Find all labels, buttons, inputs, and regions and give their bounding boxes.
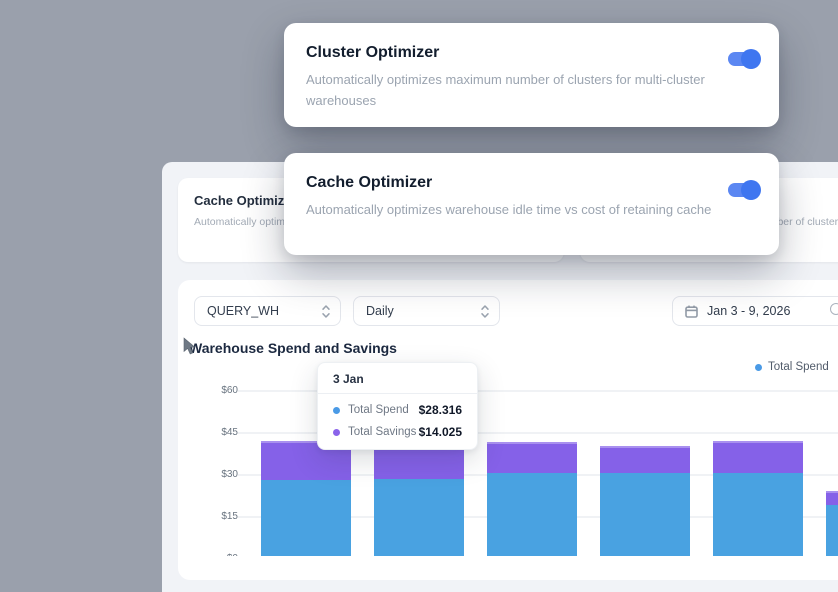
chart-title: Warehouse Spend and Savings bbox=[189, 340, 397, 356]
chart-plot-area: $60 $45 $30 $15 $0 bbox=[198, 385, 838, 556]
tooltip-value: $14.025 bbox=[418, 425, 462, 439]
chevron-up-down-icon bbox=[480, 304, 490, 319]
legend-total-spend[interactable]: Total Spend bbox=[755, 361, 829, 373]
card-description: Automatically optimizes maximum number o… bbox=[306, 72, 705, 108]
cluster-optimizer-toggle[interactable] bbox=[728, 49, 761, 69]
tooltip-value: $28.316 bbox=[418, 403, 462, 417]
bar-segment-savings bbox=[487, 442, 577, 473]
floating-card-cache-optimizer: Cache Optimizer Automatically optimizes … bbox=[284, 153, 779, 255]
gridline bbox=[238, 390, 838, 393]
bar-7-jan[interactable] bbox=[713, 440, 803, 556]
warehouse-select[interactable]: QUERY_WH bbox=[194, 296, 341, 326]
bar-segment-spend bbox=[487, 472, 577, 556]
gridline bbox=[238, 432, 838, 435]
bar-segment-spend bbox=[713, 472, 803, 556]
card-description: Automatically optimizes warehouse idle t… bbox=[306, 202, 712, 217]
bar-segment-savings bbox=[826, 491, 838, 506]
calendar-icon bbox=[685, 305, 698, 318]
clipped-control-icon[interactable] bbox=[830, 303, 838, 315]
bar-segment-savings bbox=[374, 446, 464, 480]
bar-segment-savings bbox=[600, 445, 690, 473]
tooltip-row-savings: Total Savings $14.025 bbox=[333, 425, 462, 439]
spend-dot-icon bbox=[333, 406, 340, 414]
tooltip-row-spend: Total Spend $28.316 bbox=[333, 403, 462, 417]
y-axis-tick-label: $30 bbox=[221, 469, 238, 481]
toggle-knob bbox=[741, 49, 761, 69]
floating-card-cluster-optimizer: Cluster Optimizer Automatically optimize… bbox=[284, 23, 779, 127]
bar-5-jan[interactable] bbox=[487, 442, 577, 556]
mouse-cursor-icon bbox=[183, 337, 196, 360]
toggle-knob bbox=[741, 180, 761, 200]
y-axis-tick-label: $45 bbox=[221, 427, 238, 439]
cache-optimizer-toggle[interactable] bbox=[728, 180, 761, 200]
tooltip-label: Total Spend bbox=[348, 404, 409, 416]
savings-dot-icon bbox=[333, 428, 340, 436]
legend-label: Total Spend bbox=[768, 361, 829, 373]
tooltip-label: Total Savings bbox=[348, 426, 417, 438]
granularity-select-value: Daily bbox=[366, 304, 394, 318]
legend-dot-icon bbox=[755, 363, 762, 371]
card-title: Cache Optimizer bbox=[194, 193, 297, 208]
bar-segment-savings bbox=[713, 440, 803, 473]
tooltip-date: 3 Jan bbox=[318, 363, 477, 394]
bar-segment-spend bbox=[261, 480, 351, 556]
date-range-picker[interactable]: Jan 3 - 9, 2026 bbox=[672, 296, 838, 326]
bar-3-jan[interactable] bbox=[261, 440, 351, 556]
granularity-select[interactable]: Daily bbox=[353, 296, 500, 326]
chevron-up-down-icon bbox=[321, 304, 331, 319]
warehouse-select-value: QUERY_WH bbox=[207, 304, 280, 318]
y-axis-tick-label: $15 bbox=[221, 511, 238, 523]
date-range-value: Jan 3 - 9, 2026 bbox=[707, 304, 791, 318]
y-axis-tick-label: $0 bbox=[198, 553, 238, 556]
bar-4-jan[interactable] bbox=[374, 446, 464, 556]
bar-8-jan[interactable] bbox=[826, 491, 838, 556]
chart-tooltip: 3 Jan Total Spend $28.316 Total Savings … bbox=[317, 362, 478, 450]
card-title: Cache Optimizer bbox=[306, 174, 433, 191]
y-axis-tick-label: $60 bbox=[221, 385, 238, 397]
bar-segment-spend bbox=[600, 472, 690, 556]
bar-segment-spend bbox=[826, 505, 838, 556]
bar-6-jan[interactable] bbox=[600, 445, 690, 556]
bar-segment-spend bbox=[374, 479, 464, 556]
card-title: Cluster Optimizer bbox=[306, 44, 440, 61]
